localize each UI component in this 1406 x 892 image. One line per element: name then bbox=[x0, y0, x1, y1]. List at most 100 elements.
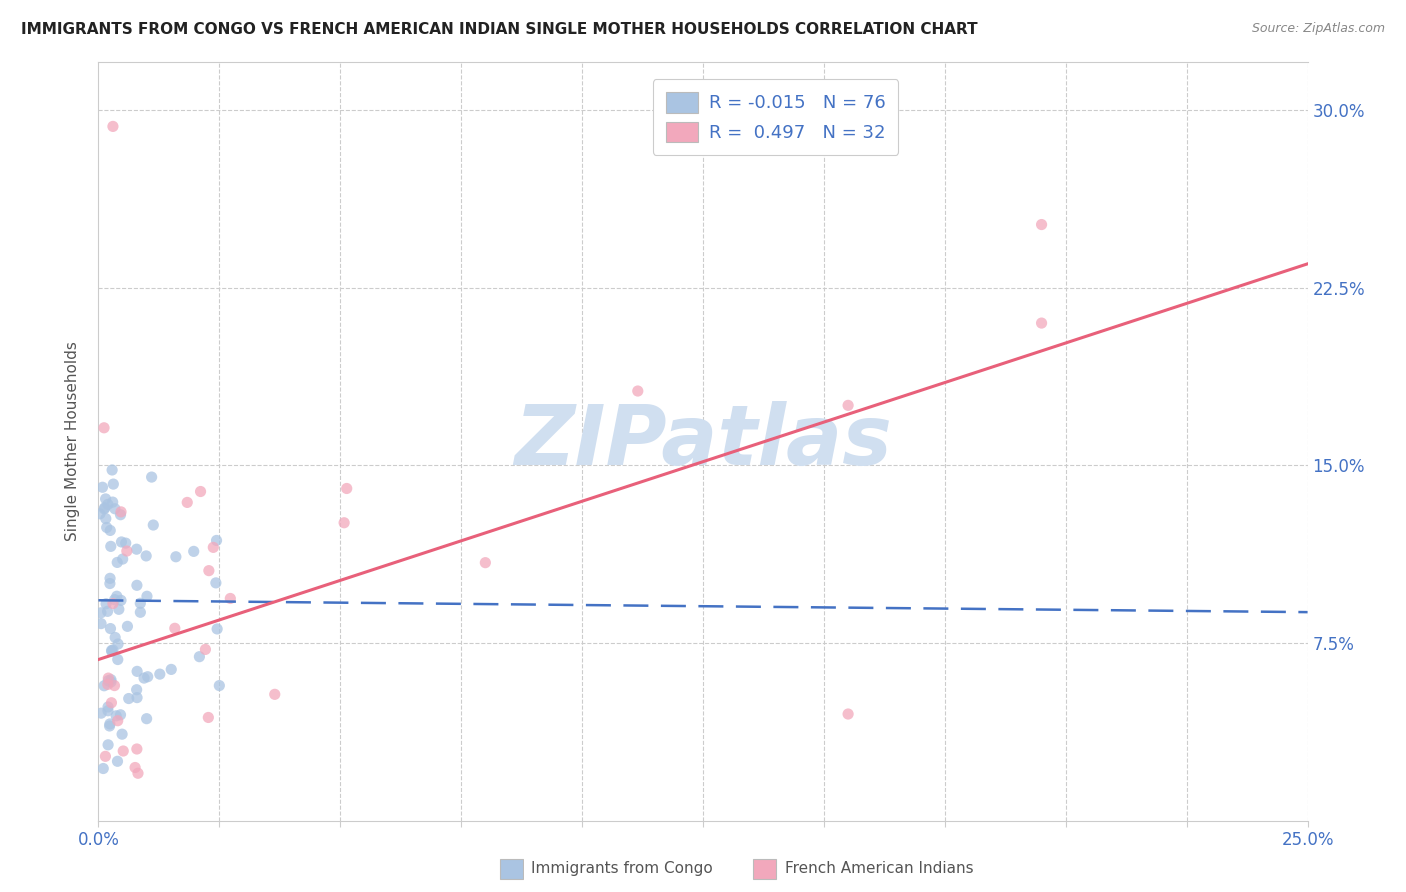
Point bbox=[97, 700, 120, 714]
Point bbox=[149, 667, 172, 681]
Point bbox=[94, 511, 117, 525]
Point bbox=[93, 421, 115, 435]
Point bbox=[98, 571, 121, 585]
Point bbox=[263, 687, 285, 701]
Point bbox=[190, 484, 212, 499]
Point bbox=[115, 544, 138, 558]
Point bbox=[198, 564, 221, 578]
Point bbox=[208, 679, 231, 693]
Text: Source: ZipAtlas.com: Source: ZipAtlas.com bbox=[1251, 22, 1385, 36]
Point bbox=[97, 673, 120, 688]
Point bbox=[90, 606, 112, 620]
Point bbox=[142, 518, 165, 533]
Point bbox=[103, 477, 125, 491]
FancyBboxPatch shape bbox=[754, 859, 776, 879]
Point bbox=[136, 670, 159, 684]
Point bbox=[97, 671, 120, 685]
Point bbox=[112, 744, 135, 758]
Point bbox=[132, 671, 155, 685]
Point bbox=[183, 544, 205, 558]
FancyBboxPatch shape bbox=[501, 859, 523, 879]
Point bbox=[127, 665, 149, 679]
Point bbox=[104, 592, 127, 607]
Point bbox=[129, 605, 152, 619]
Point bbox=[111, 552, 134, 566]
Point bbox=[107, 754, 129, 768]
Point bbox=[108, 602, 131, 616]
Point bbox=[98, 717, 121, 731]
Point bbox=[98, 524, 121, 538]
Point bbox=[136, 589, 159, 603]
Point bbox=[135, 549, 157, 563]
Point bbox=[165, 549, 187, 564]
Point bbox=[100, 540, 122, 554]
Point bbox=[110, 707, 132, 722]
Point bbox=[205, 575, 228, 590]
Point bbox=[105, 556, 128, 570]
Point bbox=[110, 508, 132, 522]
Point bbox=[837, 398, 859, 412]
Point bbox=[93, 501, 115, 516]
Point bbox=[127, 766, 149, 780]
Point bbox=[117, 619, 139, 633]
Point bbox=[101, 495, 124, 509]
Point bbox=[194, 642, 217, 657]
Point bbox=[100, 673, 122, 687]
Point bbox=[105, 709, 128, 723]
Text: Immigrants from Congo: Immigrants from Congo bbox=[531, 862, 713, 876]
Point bbox=[91, 762, 114, 776]
Point bbox=[101, 644, 124, 658]
Point bbox=[93, 500, 115, 515]
Point bbox=[101, 463, 124, 477]
Point bbox=[103, 679, 125, 693]
Point bbox=[101, 643, 124, 657]
Point bbox=[1031, 316, 1053, 330]
Point bbox=[100, 643, 122, 657]
Point bbox=[135, 712, 157, 726]
Point bbox=[91, 480, 114, 494]
Point bbox=[125, 742, 148, 756]
Point bbox=[89, 507, 111, 521]
Legend: R = -0.015   N = 76, R =  0.497   N = 32: R = -0.015 N = 76, R = 0.497 N = 32 bbox=[652, 79, 898, 155]
Point bbox=[107, 637, 129, 651]
Point bbox=[336, 482, 359, 496]
Point bbox=[93, 679, 115, 693]
Text: IMMIGRANTS FROM CONGO VS FRENCH AMERICAN INDIAN SINGLE MOTHER HOUSEHOLDS CORRELA: IMMIGRANTS FROM CONGO VS FRENCH AMERICAN… bbox=[21, 22, 977, 37]
Point bbox=[90, 706, 112, 721]
Point bbox=[125, 690, 148, 705]
Point bbox=[98, 576, 121, 591]
Point bbox=[104, 631, 127, 645]
Point bbox=[1031, 218, 1053, 232]
Point bbox=[94, 749, 117, 764]
Y-axis label: Single Mother Households: Single Mother Households bbox=[65, 342, 80, 541]
Point bbox=[110, 593, 132, 607]
Point bbox=[163, 621, 186, 635]
Point bbox=[118, 691, 141, 706]
Point bbox=[188, 649, 211, 664]
Point bbox=[202, 541, 225, 555]
Point bbox=[125, 542, 148, 557]
Point bbox=[97, 497, 120, 511]
Point bbox=[97, 738, 120, 752]
Point bbox=[107, 652, 129, 666]
Point bbox=[124, 760, 146, 774]
Point bbox=[110, 505, 132, 519]
Point bbox=[219, 591, 242, 606]
Point bbox=[105, 589, 128, 603]
Point bbox=[110, 535, 132, 549]
Point bbox=[474, 556, 496, 570]
Point bbox=[101, 597, 124, 611]
Point bbox=[97, 604, 120, 618]
Point bbox=[97, 677, 120, 691]
Point bbox=[141, 470, 163, 484]
Point bbox=[125, 682, 148, 697]
Point bbox=[160, 662, 183, 676]
Point bbox=[333, 516, 356, 530]
Point bbox=[100, 622, 122, 636]
Point bbox=[94, 597, 117, 611]
Point bbox=[176, 495, 198, 509]
Point bbox=[197, 710, 219, 724]
Point bbox=[98, 719, 121, 733]
Point bbox=[100, 696, 122, 710]
Point bbox=[101, 120, 124, 134]
